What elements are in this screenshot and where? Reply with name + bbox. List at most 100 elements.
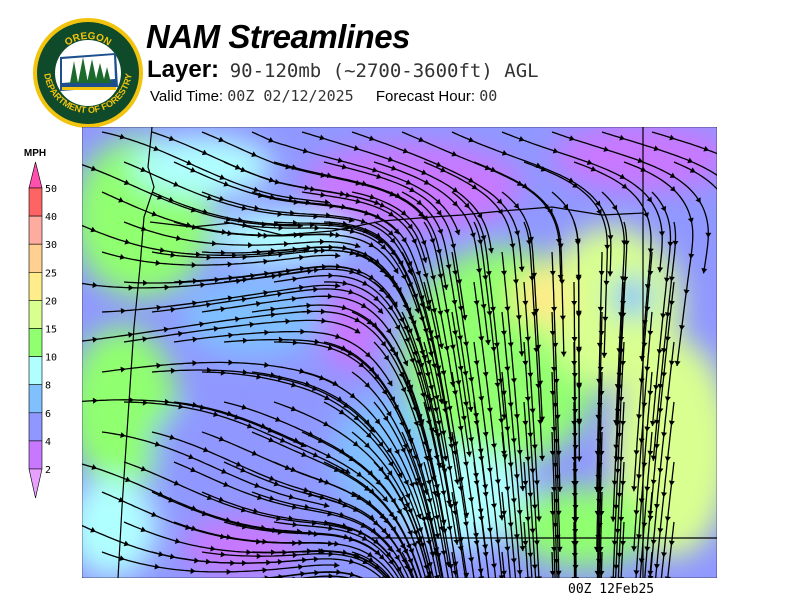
streamline-arrow <box>638 438 645 444</box>
streamline-arrow <box>482 551 489 558</box>
streamline-arrow <box>423 179 430 185</box>
streamline-arrow <box>504 426 511 432</box>
streamline-arrow <box>120 307 126 314</box>
streamline-arrow <box>656 349 663 355</box>
streamline-arrow <box>290 381 297 388</box>
streamline-arrow <box>519 485 526 492</box>
streamline <box>596 371 603 578</box>
streamline-arrow <box>90 226 97 233</box>
streamline-arrow <box>638 558 645 564</box>
streamline-arrow <box>328 550 334 557</box>
streamline-arrow <box>531 444 538 450</box>
streamline-arrow <box>512 279 519 285</box>
streamline-arrow <box>275 416 281 422</box>
streamline-arrow <box>383 354 389 361</box>
streamline-arrow <box>403 479 409 486</box>
legend-over-triangle <box>28 161 43 189</box>
streamline-arrow <box>406 388 413 395</box>
streamline-arrow <box>400 386 407 393</box>
streamline-arrow <box>320 191 326 198</box>
streamline-arrow <box>461 314 468 321</box>
streamline <box>323 521 405 578</box>
streamline-arrow <box>468 557 475 563</box>
streamline-arrow <box>367 470 374 476</box>
streamline-arrow <box>557 243 564 249</box>
streamline-arrow <box>425 299 432 306</box>
streamline-arrow <box>288 194 295 201</box>
streamline-arrow <box>457 545 464 552</box>
streamline-arrow <box>467 406 474 413</box>
streamline-arrow <box>270 311 277 318</box>
streamline-arrow <box>421 257 428 263</box>
streamline-arrow <box>527 432 534 438</box>
streamline-arrow <box>425 305 432 312</box>
streamline-arrow <box>388 558 394 565</box>
streamline-arrow <box>226 410 233 417</box>
streamline-arrow <box>447 503 454 510</box>
streamline-arrow <box>549 570 556 576</box>
streamline-arrow <box>504 486 511 492</box>
streamline-arrow <box>453 539 460 545</box>
streamline <box>373 401 442 578</box>
streamline-arrow <box>529 528 536 534</box>
streamline-arrow <box>299 284 305 291</box>
streamline-arrow <box>385 533 391 540</box>
streamline-arrow <box>507 402 514 408</box>
streamline-arrow <box>457 485 464 492</box>
streamline-arrow <box>263 290 269 296</box>
streamline-arrow <box>438 526 445 532</box>
streamline-arrow <box>468 136 475 143</box>
streamline-arrow <box>151 210 158 217</box>
streamline-arrow <box>528 275 535 282</box>
streamline-arrow <box>246 549 252 556</box>
streamline-arrow <box>205 558 212 565</box>
streamline-arrow <box>269 475 275 482</box>
streamline-arrow <box>273 480 280 487</box>
streamline-arrow <box>388 211 394 217</box>
streamline-arrow <box>402 147 409 154</box>
streamline-arrow <box>434 492 441 499</box>
streamline-arrow <box>647 270 654 276</box>
streamline-arrow <box>636 414 643 420</box>
streamline <box>273 521 403 578</box>
streamline-arrow <box>485 270 492 277</box>
streamline-arrow <box>441 528 448 534</box>
streamline-arrow <box>228 359 234 366</box>
streamline-arrow <box>607 235 614 241</box>
streamline-arrow <box>385 328 392 334</box>
streamline-arrow <box>494 539 501 545</box>
streamline-arrow <box>619 173 626 179</box>
streamline-arrow <box>383 272 390 278</box>
streamline-arrow <box>529 408 536 414</box>
streamline-arrow <box>653 443 660 450</box>
streamline-arrow <box>349 228 356 234</box>
streamline-arrow <box>415 359 422 365</box>
legend-unit: MPH <box>24 148 46 159</box>
streamline-arrow <box>442 284 449 290</box>
streamline-arrow <box>394 448 400 455</box>
streamline-arrow <box>314 224 320 231</box>
streamline-arrow <box>434 533 441 539</box>
legend-tick-label: 4 <box>45 437 51 448</box>
streamline-arrow <box>440 550 447 556</box>
streamline-arrow <box>486 310 493 317</box>
streamline-arrow <box>657 267 664 273</box>
streamline-arrow <box>456 279 463 285</box>
streamline-arrow <box>342 280 348 286</box>
streamline-arrow <box>418 211 424 218</box>
legend-tick-label: 10 <box>45 353 57 364</box>
streamline-arrow <box>598 330 605 336</box>
streamline-arrow <box>393 267 399 274</box>
streamline-arrow <box>319 238 325 245</box>
layer-row: Layer: 90-120mb (~2700-3600ft) AGL <box>147 56 539 84</box>
streamline-arrow <box>190 567 196 574</box>
streamline-arrow <box>416 513 422 520</box>
streamline-arrow <box>531 272 538 278</box>
streamline-arrow <box>201 149 208 156</box>
streamline-arrow <box>498 418 505 424</box>
streamline-arrow <box>650 539 657 545</box>
streamline-arrow <box>519 545 526 552</box>
streamline <box>264 571 363 578</box>
streamline-arrow <box>418 482 425 489</box>
streamline-arrow <box>374 418 381 425</box>
